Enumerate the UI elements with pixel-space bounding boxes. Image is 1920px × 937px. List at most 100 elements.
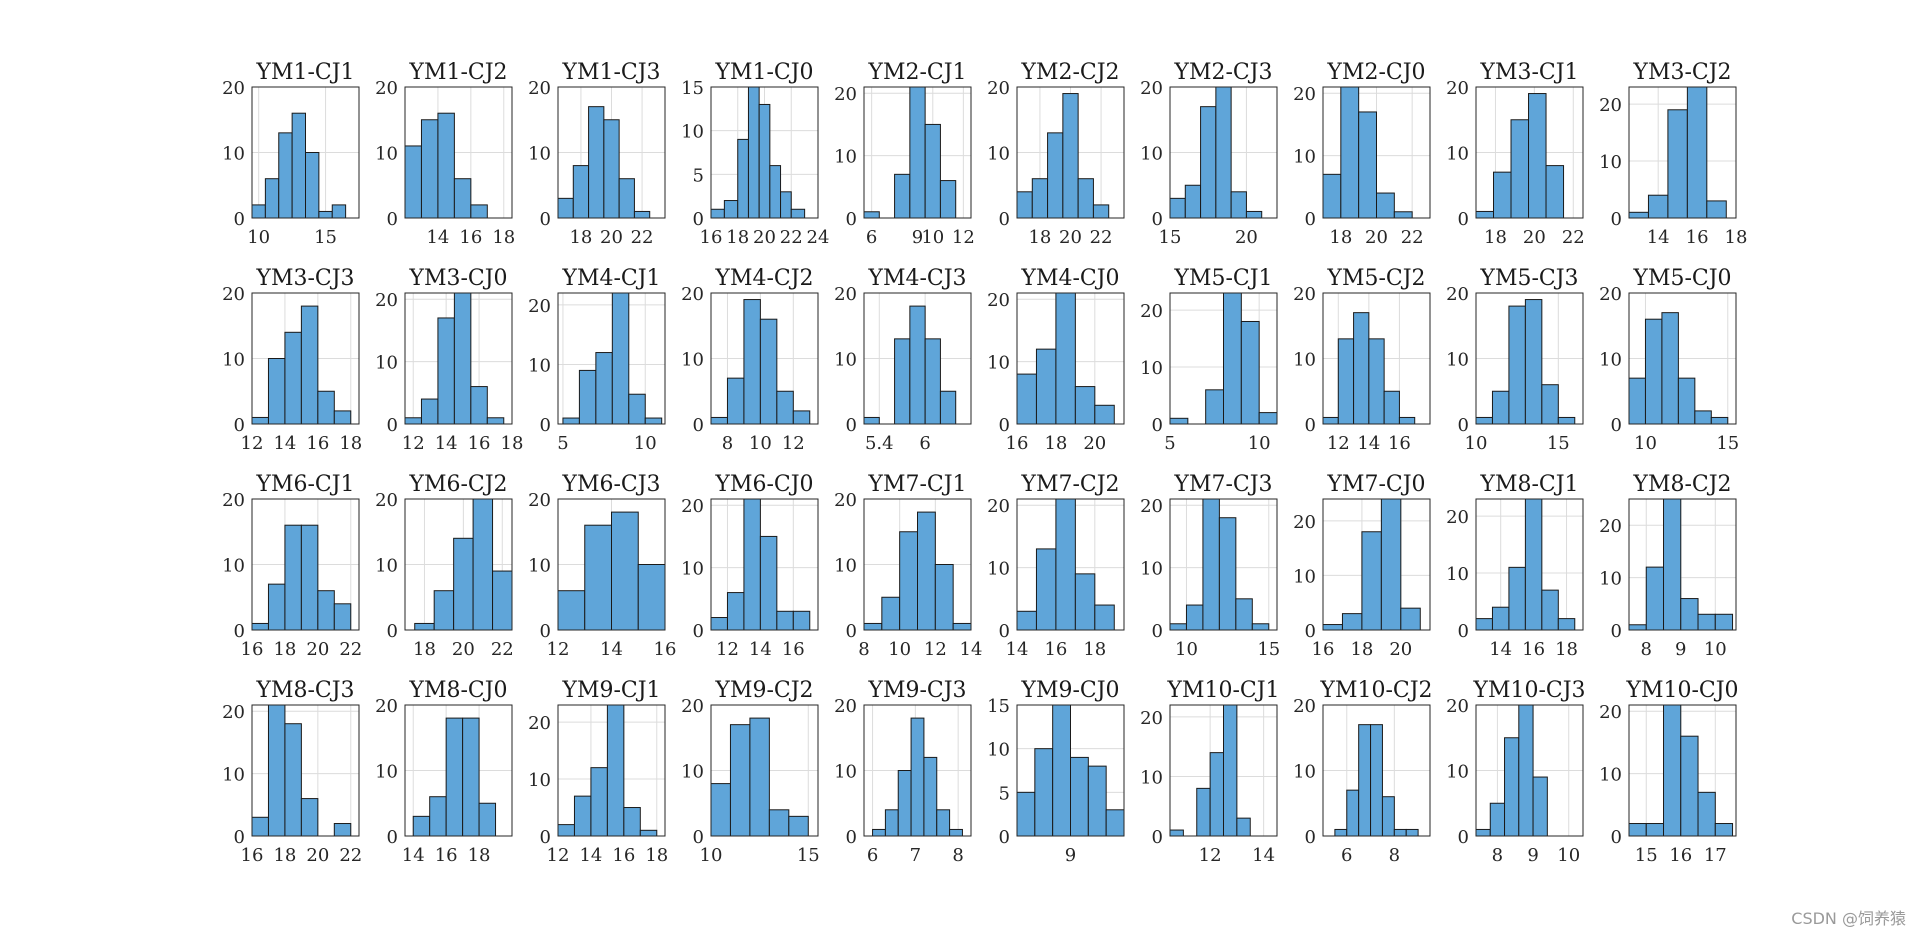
y-tick-label: 5: [693, 165, 704, 186]
axes-frame: [251, 704, 360, 837]
x-tick-label: 14: [1647, 227, 1670, 248]
histogram-title: YM10-CJ3: [1472, 678, 1585, 703]
y-tick-label: 10: [375, 144, 398, 165]
y-tick-label: 0: [1458, 415, 1469, 436]
x-tick-label: 20: [1235, 227, 1258, 248]
histogram-bar: [1545, 165, 1565, 219]
histogram-panel: YM2-CJ3 0 10 20 15 20: [1140, 60, 1278, 248]
histogram-bar: [1055, 292, 1076, 425]
histogram-panel: YM5-CJ0 0 10 20 10 15: [1599, 266, 1739, 454]
histogram-bar: [897, 770, 912, 837]
y-tick-label: 0: [1152, 827, 1163, 848]
histogram-bar: [603, 119, 620, 219]
histogram-bar: [863, 622, 883, 631]
axes-frame: [1016, 292, 1125, 425]
histogram-bar: [1094, 604, 1115, 631]
y-tick-label: 10: [222, 144, 245, 165]
y-tick-label: 20: [222, 702, 245, 723]
y-tick-label: 0: [846, 621, 857, 642]
histogram-title: YM9-CJ2: [714, 678, 813, 703]
y-tick-label: 10: [528, 770, 551, 791]
y-tick-label: 10: [375, 353, 398, 374]
histogram-bar: [300, 524, 319, 631]
histogram-bar: [1202, 498, 1220, 631]
y-tick-label: 20: [987, 496, 1010, 517]
x-tick-label: 22: [631, 227, 654, 248]
x-tick-label: 20: [1059, 227, 1082, 248]
histogram-bar: [872, 828, 886, 837]
axes-frame: [710, 498, 819, 631]
histogram-bar: [1628, 211, 1649, 219]
histogram-bar: [578, 369, 597, 425]
histogram-bar: [1532, 776, 1548, 837]
x-tick-label: 16: [1044, 639, 1067, 660]
histogram-title: YM8-CJ2: [1632, 472, 1731, 497]
histogram-bar: [1697, 791, 1716, 837]
x-tick-label: 16: [435, 845, 458, 866]
histogram-panel: YM8-CJ3 0 10 20 16 18 20 22: [222, 678, 362, 866]
y-tick-label: 0: [234, 209, 245, 230]
histogram-bar: [317, 590, 335, 631]
histogram-bar: [1697, 613, 1716, 631]
histogram-bar: [478, 802, 497, 837]
histogram-bar: [1070, 756, 1089, 837]
y-tick-label: 10: [1293, 350, 1316, 371]
histogram-bar: [1169, 197, 1186, 219]
axes-frame: [251, 498, 360, 631]
axes-frame: [863, 704, 972, 837]
axes-frame: [1475, 292, 1584, 425]
x-tick-label: 14: [600, 639, 623, 660]
histogram-title: YM3-CJ0: [408, 266, 507, 291]
histogram-bar: [628, 393, 646, 425]
histogram-bar: [1341, 613, 1363, 631]
histogram-bar: [1031, 178, 1049, 219]
y-tick-label: 10: [1599, 350, 1622, 371]
y-tick-label: 20: [1446, 696, 1469, 717]
y-tick-label: 10: [222, 765, 245, 786]
histogram-bar: [1706, 200, 1727, 219]
histogram-panel: YM4-CJ2 0 10 20 8 10 12: [681, 266, 819, 454]
histogram-bar: [1680, 598, 1699, 631]
y-tick-label: 0: [1611, 415, 1622, 436]
histogram-bar: [710, 783, 731, 837]
histogram-title: YM1-CJ2: [408, 60, 507, 85]
y-tick-label: 10: [222, 350, 245, 371]
histogram-bar: [486, 417, 505, 425]
histogram-panel: YM2-CJ2 0 10 20 18 20 22: [987, 60, 1125, 248]
histogram-bar: [1475, 618, 1493, 631]
x-tick-label: 12: [924, 639, 947, 660]
histogram-bar: [710, 416, 728, 425]
histogram-bar: [863, 211, 880, 219]
y-tick-label: 10: [1140, 767, 1163, 788]
histogram-bar: [884, 809, 899, 837]
histogram-bar: [1016, 191, 1033, 219]
histogram-panel: YM2-CJ0 0 10 20 18 20 22: [1293, 60, 1431, 248]
histogram-panel: YM7-CJ3 0 10 20 10 15: [1140, 472, 1280, 660]
histogram-bar: [611, 511, 639, 631]
x-tick-label: 22: [1562, 227, 1585, 248]
x-tick-label: 10: [921, 227, 944, 248]
histogram-bar: [267, 358, 286, 425]
histogram-title: YM2-CJ0: [1326, 60, 1425, 85]
y-tick-label: 0: [234, 415, 245, 436]
histogram-bar: [917, 511, 936, 631]
axes-frame: [251, 86, 360, 219]
y-tick-label: 0: [540, 621, 551, 642]
axes-frame: [404, 292, 513, 425]
histogram-bar: [1508, 305, 1526, 425]
histogram-title: YM9-CJ1: [561, 678, 660, 703]
y-tick-label: 0: [693, 827, 704, 848]
x-tick-label: 16: [654, 639, 677, 660]
x-tick-label: 8: [1389, 845, 1400, 866]
histogram-bar: [611, 292, 630, 425]
y-tick-label: 5: [999, 783, 1010, 804]
histogram-bar: [1353, 312, 1370, 425]
histogram-bar: [894, 338, 911, 425]
x-tick-label: 18: [501, 433, 524, 454]
histogram-bar: [723, 200, 739, 219]
axes-frame: [1016, 498, 1125, 631]
histogram-bar: [420, 398, 439, 425]
histogram-bar: [1016, 610, 1037, 631]
y-tick-label: 20: [222, 78, 245, 99]
